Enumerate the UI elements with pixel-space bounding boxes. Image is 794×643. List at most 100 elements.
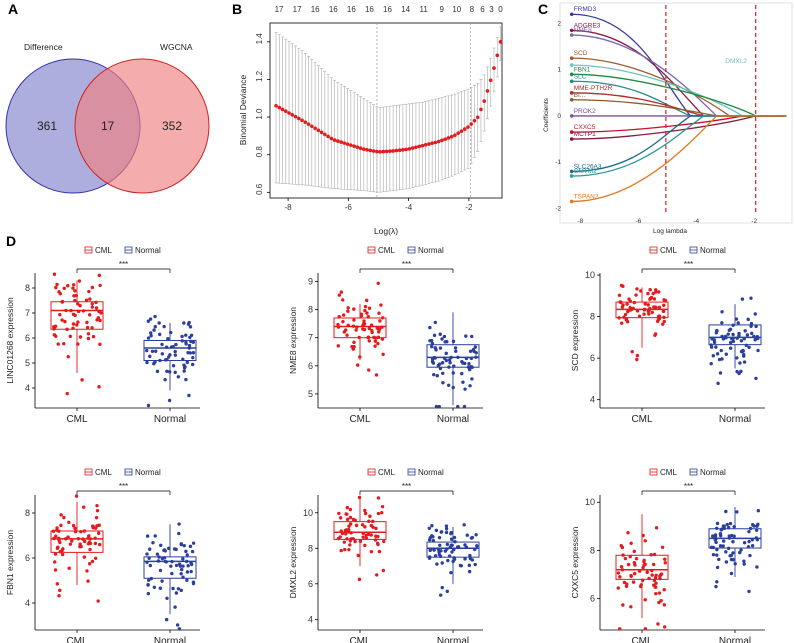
box-point [88, 547, 92, 552]
box-point [714, 540, 718, 545]
box-point [373, 538, 378, 542]
box-point [176, 375, 181, 379]
cv-point [391, 149, 395, 153]
legend-label: Normal [700, 468, 726, 477]
box-point [623, 312, 628, 317]
coef-path [571, 73, 787, 117]
box-point [90, 285, 95, 290]
cv-point [303, 120, 308, 124]
box-point [181, 357, 185, 362]
box-point [155, 369, 160, 374]
cv-point [371, 149, 376, 153]
box-point [73, 289, 77, 293]
box-point [662, 603, 667, 607]
box-point [726, 546, 731, 551]
box-point [179, 588, 183, 593]
box-point [377, 327, 382, 331]
box-point [462, 404, 467, 409]
box-point [661, 322, 665, 326]
boxplot-panel: CML Normal 4 5 6 7 8 LINC01268 expression *** CML… [5, 246, 200, 425]
significance-label: *** [119, 482, 128, 491]
venn-count-wgcna: 352 [162, 119, 182, 133]
box-point [447, 365, 451, 369]
cv-point [420, 143, 425, 148]
coef-series-label: SLC [574, 73, 587, 80]
box-point [736, 321, 740, 325]
cv-point [488, 78, 493, 83]
box-point [63, 537, 68, 541]
box-point [726, 525, 731, 530]
box-point [174, 342, 178, 347]
panel-label-d: D [6, 233, 16, 249]
box-point [339, 548, 343, 553]
box-point [470, 558, 475, 562]
box-point [711, 354, 715, 358]
box-point [731, 323, 735, 327]
cv-top-tick-label: 16 [383, 5, 392, 14]
box-point [466, 365, 471, 369]
box-point [720, 357, 724, 361]
coef-x-tick-label: -8 [577, 218, 583, 225]
box-point [94, 300, 98, 305]
box-point [349, 531, 353, 535]
box-point [645, 570, 649, 574]
cv-top-tick-label: 9 [440, 5, 445, 14]
box-point [663, 298, 668, 303]
box-point [177, 627, 182, 631]
box-point [352, 307, 356, 311]
box-point [756, 522, 760, 527]
cv-point [368, 148, 373, 153]
box-point [97, 309, 101, 314]
box-point [651, 562, 656, 567]
box-point [95, 503, 99, 508]
box-point [663, 557, 667, 561]
box-point [185, 559, 189, 564]
box-point [627, 297, 631, 301]
box-point [159, 543, 163, 548]
cv-point [306, 122, 311, 127]
box-point [181, 564, 185, 568]
box-point [165, 369, 169, 373]
box-point [463, 387, 467, 391]
box-point [440, 561, 444, 565]
legend-label: Normal [418, 246, 444, 255]
box-point [345, 537, 349, 541]
box-point [374, 373, 379, 377]
box-point [660, 545, 665, 549]
box-point [180, 567, 184, 572]
box-point [152, 585, 157, 589]
box-category-label: Normal [154, 414, 186, 425]
box-point [721, 337, 726, 341]
box-point [158, 568, 163, 573]
boxplot-panel: CML Normal 4 6 8 10 SCD expression *** CML Normal [570, 246, 765, 425]
box-point [375, 573, 379, 577]
box-point [88, 297, 92, 301]
box-point [363, 308, 367, 313]
box-y-tick-label: 4 [25, 383, 30, 393]
box-point [51, 529, 56, 533]
coef-path [571, 13, 787, 117]
venn-count-intersection: 17 [101, 119, 115, 133]
box-point [145, 360, 149, 365]
box-point [753, 312, 757, 316]
box-point [93, 541, 98, 546]
box-point [164, 617, 169, 622]
cv-point [394, 148, 399, 153]
box-point [154, 349, 158, 353]
box-point [149, 576, 153, 581]
box-point [87, 562, 92, 566]
cv-point [472, 118, 477, 123]
cv-point [469, 122, 474, 126]
box-point [749, 324, 753, 328]
box-point [729, 571, 734, 576]
box-point [85, 569, 89, 573]
significance-label: *** [119, 260, 128, 269]
coefficient-path-chart: -8 -6 -4 -2-2-1012FRMD3ADGRE3NME8SCDFBN1SLC… [543, 2, 793, 235]
box-point [725, 522, 729, 527]
box-point [166, 546, 171, 551]
box-point [357, 335, 361, 340]
box-point [191, 355, 195, 360]
box-point [756, 336, 760, 341]
cv-top-tick-label: 16 [347, 5, 356, 14]
box-point [361, 323, 365, 328]
